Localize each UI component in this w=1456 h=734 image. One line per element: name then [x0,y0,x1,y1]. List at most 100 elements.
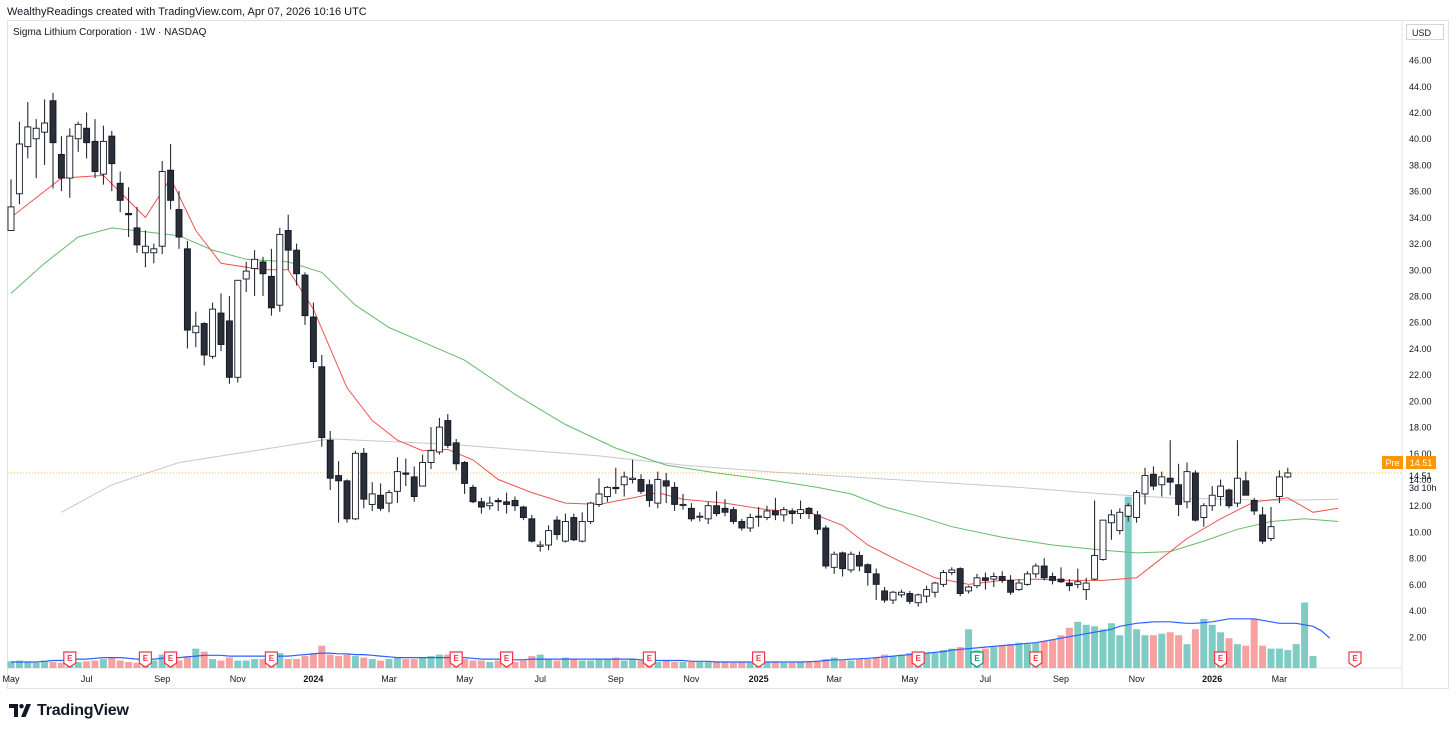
candle [704,501,712,525]
volume-bar [595,659,603,668]
x-tick-label: Jul [980,674,992,684]
y-tick-label: 16.00 [1409,449,1432,459]
candle-body [276,233,284,306]
candle [1250,497,1258,515]
volume-bar [435,654,443,668]
candle [1040,558,1048,581]
candle-body [1284,472,1292,478]
volume-bar [1242,645,1250,668]
candle-body [15,143,23,195]
candle-body [822,527,830,567]
earnings-marker: E [164,651,178,668]
earnings-marker-shape [911,651,925,668]
candle-body [603,486,611,497]
candle-body [864,564,872,574]
earnings-marker-shape [970,651,984,668]
candle [570,513,578,542]
volume-bar [1133,629,1141,668]
candle-body [175,209,183,238]
candle-body [914,594,922,604]
currency-selector[interactable]: USD [1406,24,1444,40]
candle-body [671,486,679,505]
candle [1233,440,1241,508]
candle [788,508,796,525]
volume-bar [1049,639,1057,668]
volume-bar [326,654,334,668]
candle-body [318,366,326,439]
candle-body [1208,494,1216,507]
candle [671,482,679,511]
candle-body [1007,579,1015,593]
tradingview-logo[interactable]: TradingView [9,702,129,720]
candle-body [830,553,838,568]
candle-body [553,519,561,536]
candle-body [1183,471,1191,503]
candle [293,243,301,286]
candle [872,568,880,601]
candle-body [133,227,141,246]
volume-bar [847,660,855,668]
candle-body [687,507,695,520]
candle-body [1259,514,1267,542]
candle-body [746,517,754,529]
volume-bar [83,661,91,668]
candle-body [931,582,939,593]
candle [259,256,267,297]
candle [91,119,99,179]
candle-body [721,507,729,513]
candle-body [595,493,603,505]
candle [267,248,275,316]
candle-body [965,586,973,592]
x-tick-label: Mar [381,674,397,684]
candle-body [956,568,964,594]
volume-bar [738,662,746,668]
volume-bar [1175,635,1183,668]
candle-body [200,323,208,356]
candle [318,355,326,447]
candle-body [973,577,981,587]
volume-bar [998,645,1006,668]
candle [1074,568,1082,589]
volume-bar [872,657,880,668]
candle [847,551,855,573]
candle [923,585,931,603]
candle-body [267,275,275,309]
candle-body [519,506,527,518]
candle [755,507,763,527]
earnings-marker-label: E [1352,654,1358,663]
earnings-marker-label: E [1033,654,1039,663]
candle [797,500,805,519]
candle [1149,466,1157,490]
candle-body [654,479,662,504]
earnings-marker: E [500,651,514,668]
chart-frame [7,20,1449,689]
candle-body [528,518,536,542]
volume-bar [881,654,889,668]
candle [125,187,133,238]
candle [1015,579,1023,591]
symbol-title: Sigma Lithium Corporation · 1W · NASDAQ [13,27,207,38]
volume-bar [259,659,267,668]
volume-bar [32,662,40,668]
volume-bar [637,660,645,668]
x-tick-label: 2024 [303,674,323,684]
candle-body [393,471,401,492]
candle-body [410,476,418,497]
volume-bar [1141,635,1149,668]
y-tick-label: 10.00 [1409,527,1432,537]
candle-body [360,452,368,500]
candle-body [1049,576,1057,581]
volume-bar [603,659,611,668]
volume-bar [855,659,863,668]
candle-body [49,100,57,144]
x-tick-label: May [456,674,474,684]
candle-body [284,230,292,251]
candle [461,461,469,494]
volume-bar [1015,642,1023,668]
x-tick-label: Mar [1272,674,1288,684]
candle [1208,486,1216,511]
candle-body [326,439,334,479]
volume-bar [1309,656,1317,668]
candle-body [251,258,259,269]
